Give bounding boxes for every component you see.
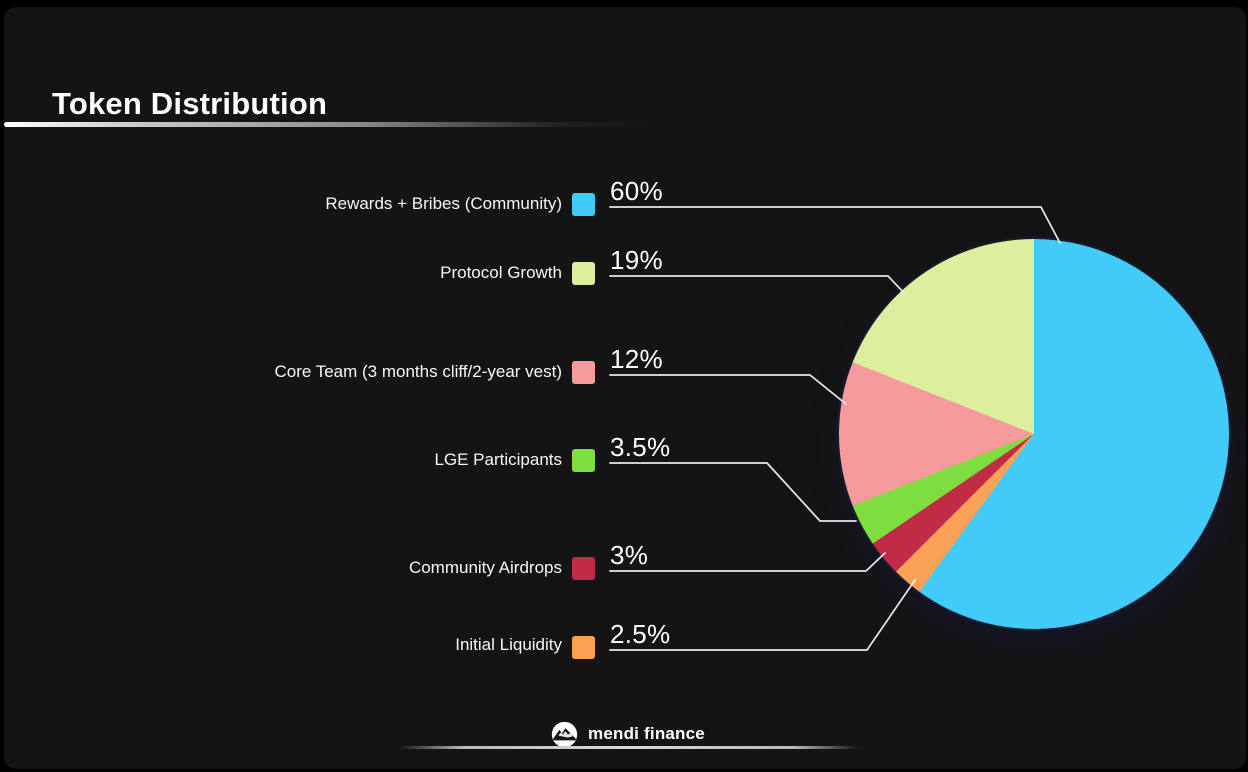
legend-label: Core Team (3 months cliff/2-year vest) (274, 362, 562, 381)
footer-divider-rule (399, 746, 859, 749)
legend-swatch (572, 361, 595, 384)
title-underline-rule (4, 122, 652, 127)
callout-line (609, 275, 907, 296)
page-title: Token Distribution (52, 85, 328, 121)
legend-label: Protocol Growth (440, 263, 562, 282)
legend-swatch (572, 193, 595, 216)
legend-label: Community Airdrops (408, 558, 562, 577)
callout-line (609, 552, 886, 572)
legend-value: 12% (610, 344, 663, 374)
legend-swatch (572, 636, 595, 659)
callout-line (609, 206, 1061, 244)
slide-background: Token Distribution Rewards + Bribes (Com… (4, 7, 1246, 769)
legend-swatch (572, 262, 595, 285)
mendi-logo-icon (551, 721, 578, 747)
legend-label: Initial Liquidity (455, 635, 562, 654)
footer-brand-text: mendi finance (588, 724, 705, 743)
legend-swatch (572, 449, 595, 472)
pie-chart (839, 239, 1229, 629)
legend-value: 60% (610, 176, 663, 206)
legend-value: 3% (610, 540, 649, 570)
footer-brand: mendi finance (4, 719, 1248, 749)
legend-value: 3.5% (610, 432, 671, 462)
legend-label: LGE Participants (434, 450, 562, 469)
callout-line (609, 374, 847, 405)
legend-swatch (572, 557, 595, 580)
legend-value: 2.5% (610, 619, 671, 649)
legend-label: Rewards + Bribes (Community) (325, 194, 562, 213)
legend-value: 19% (610, 245, 663, 275)
callout-line (609, 462, 857, 522)
